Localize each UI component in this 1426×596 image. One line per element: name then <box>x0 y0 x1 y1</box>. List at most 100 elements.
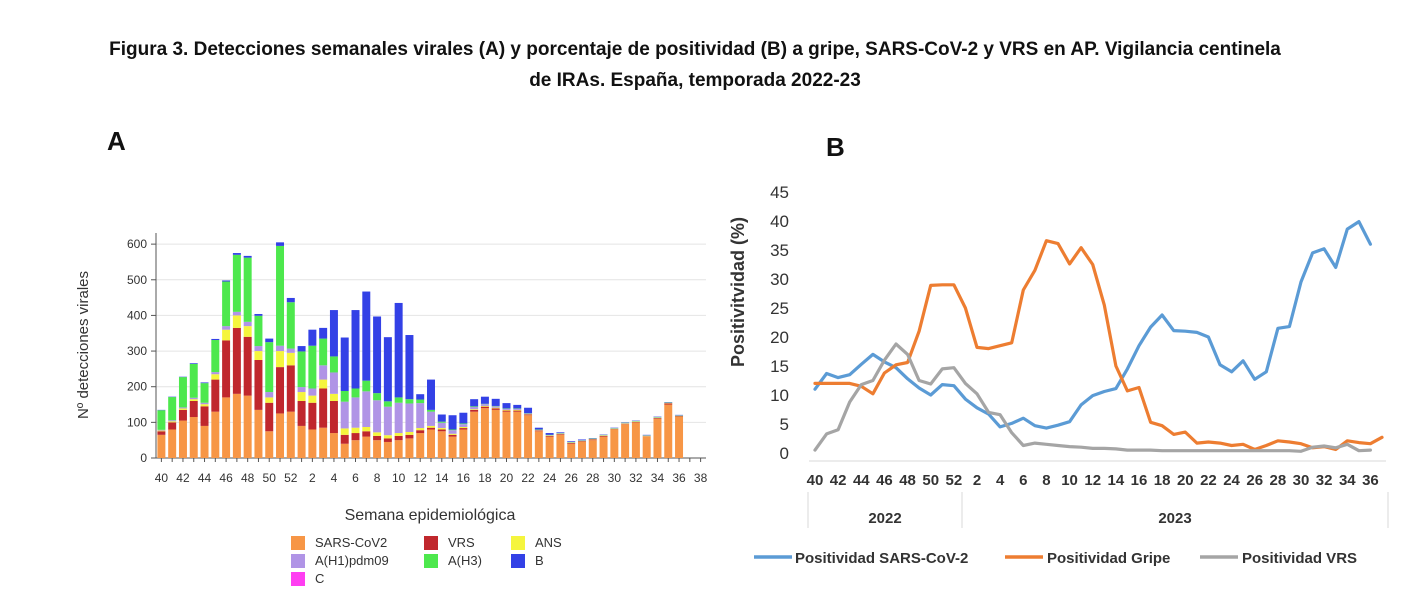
y-tick-label-b: 25 <box>770 299 789 318</box>
bar-segment-sarscov2 <box>588 440 597 458</box>
bar-segment-ah3 <box>427 409 435 412</box>
bar-segment-sarscov2 <box>265 431 274 458</box>
x-tick-label-a: 12 <box>414 471 428 485</box>
bar-segment-vrs <box>394 435 403 441</box>
bar-segment-ans <box>373 432 382 436</box>
bar-segment-ah1pdm09 <box>178 407 187 409</box>
series-line-positividad-gripe <box>813 239 1384 452</box>
bar-segment-sarscov2 <box>524 415 533 458</box>
bar-segment-b <box>524 407 533 414</box>
bar-segment-vrs <box>437 429 446 432</box>
bar-segment-b <box>394 302 403 398</box>
bar-segment-b <box>491 398 500 406</box>
bar-segment-ans <box>168 421 177 423</box>
bar-segment-ah1pdm09 <box>243 321 252 327</box>
bar-segment-b <box>427 379 435 410</box>
y-axis-title-b: Positivitvidad (%) <box>728 217 748 367</box>
panel-a-label: A <box>107 126 126 156</box>
bar-segment-sarscov2 <box>653 418 662 458</box>
x-tick-label-b: 44 <box>853 472 870 489</box>
bar-segment-vrs <box>405 434 414 439</box>
x-tick-label-b: 36 <box>1362 472 1379 489</box>
bar-segment-ah3 <box>297 351 306 388</box>
bar-segment-ah1pdm09 <box>329 372 338 394</box>
figure-title: Figura 3. Detecciones semanales virales … <box>30 34 1360 96</box>
legend-label-a: SARS-CoV2 <box>315 535 387 550</box>
bar-segment-ah1pdm09 <box>189 397 198 400</box>
legend-label-a: A(H1)pdm09 <box>315 553 389 568</box>
bar-segment-b <box>200 382 209 384</box>
bar-segment-vrs <box>459 428 468 430</box>
bar-segment-sarscov2 <box>631 422 640 458</box>
bar-segment-ah1pdm09 <box>405 403 414 432</box>
bar-segment-vrs <box>157 431 166 435</box>
bar-segment-ah3 <box>459 423 468 425</box>
bar-segment-sarscov2 <box>373 440 382 458</box>
y-tick-label-b: 10 <box>770 386 789 405</box>
bar-segment-b <box>265 338 274 343</box>
bar-segment-ah1pdm09 <box>394 402 403 434</box>
bar-segment-vrs <box>524 414 533 416</box>
bar-segment-vrs <box>567 443 576 444</box>
y-tick-label-b: 20 <box>770 328 789 347</box>
y-tick-label-b: 30 <box>770 270 789 289</box>
bar-segment-ans <box>232 315 241 328</box>
x-axis-title-a: Semana epidemiológica <box>345 507 516 524</box>
bar-segment-vrs <box>383 438 392 442</box>
bar-segment-sarscov2 <box>211 411 220 458</box>
y-tick-label-b: 15 <box>770 357 789 376</box>
x-tick-label-a: 2 <box>309 471 316 485</box>
bar-segment-ah1pdm09 <box>297 387 306 393</box>
panel-b-label: B <box>826 132 845 162</box>
bar-segment-ans <box>178 408 187 410</box>
bar-segment-vrs <box>286 365 295 412</box>
x-tick-label-b: 50 <box>922 472 939 489</box>
bar-segment-sarscov2 <box>276 413 285 458</box>
bar-segment-sarscov2 <box>232 393 241 458</box>
figure-title-line-1: Figura 3. Detecciones semanales virales … <box>109 39 1281 60</box>
bar-segment-b <box>470 399 479 407</box>
bar-segment-b <box>297 346 306 352</box>
bar-segment-ans <box>157 430 166 432</box>
bar-segment-ah3 <box>319 338 328 366</box>
bar-segment-ah1pdm09 <box>448 430 457 434</box>
x-tick-label-b: 10 <box>1061 472 1078 489</box>
bar-segment-b <box>459 412 468 424</box>
bar-segment-b <box>577 439 586 441</box>
bar-segment-ans <box>200 404 209 407</box>
bar-segment-sarscov2 <box>319 427 328 458</box>
bar-segment-vrs <box>448 434 457 437</box>
bar-segment-vrs <box>243 336 252 396</box>
x-tick-label-b: 34 <box>1339 472 1356 489</box>
bar-segment-ans <box>222 329 231 341</box>
bar-segment-b <box>308 329 317 346</box>
bar-segment-ah3 <box>470 406 479 408</box>
bar-segment-ah3 <box>308 345 317 389</box>
y-axis-title-a: Nº detecciones virales <box>75 271 92 419</box>
bar-segment-ah3 <box>286 302 295 349</box>
bar-segment-ans <box>502 409 511 411</box>
bar-segment-vrs <box>502 410 511 412</box>
x-tick-label-b: 40 <box>807 472 824 489</box>
legend-swatch-a <box>424 536 438 550</box>
bar-segment-b <box>211 338 220 341</box>
legend-label-b: Positividad Gripe <box>1047 550 1170 567</box>
x-tick-label-b: 28 <box>1270 472 1287 489</box>
x-tick-label-a: 14 <box>435 471 449 485</box>
bar-segment-ah1pdm09 <box>232 311 241 316</box>
bar-segment-ah1pdm09 <box>340 401 349 429</box>
y-tick-label-a: 400 <box>127 308 147 322</box>
bar-segment-ah1pdm09 <box>200 402 209 405</box>
x-tick-label-b: 52 <box>946 472 963 489</box>
year-label-2022: 2022 <box>868 510 901 527</box>
bar-segment-sarscov2 <box>340 443 349 458</box>
x-tick-label-a: 40 <box>155 471 169 485</box>
bar-segment-vrs <box>254 359 263 410</box>
bar-segment-vrs <box>276 367 285 414</box>
bar-segment-vrs <box>653 418 662 419</box>
legend-label-b: Positividad SARS-CoV-2 <box>795 550 968 567</box>
bar-segment-ah3 <box>373 393 382 401</box>
bar-segment-sarscov2 <box>513 411 522 458</box>
bar-segment-vrs <box>265 402 274 432</box>
